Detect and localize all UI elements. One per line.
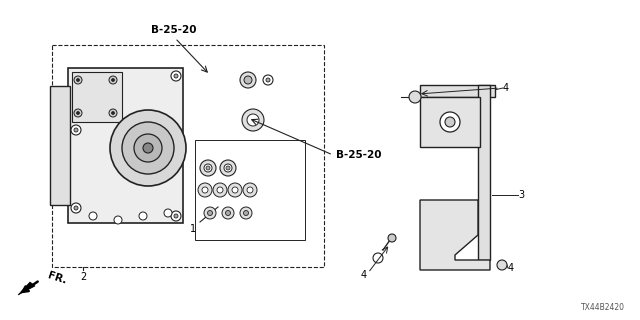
Circle shape (247, 187, 253, 193)
Circle shape (134, 134, 162, 162)
Circle shape (74, 109, 82, 117)
Circle shape (373, 253, 383, 263)
Circle shape (198, 183, 212, 197)
Text: 4: 4 (508, 263, 514, 273)
Circle shape (77, 111, 79, 115)
Circle shape (409, 91, 421, 103)
Circle shape (110, 110, 186, 186)
Text: 4: 4 (361, 270, 367, 280)
Circle shape (139, 212, 147, 220)
Circle shape (226, 166, 230, 170)
Bar (68, 68, 183, 223)
Circle shape (266, 78, 270, 82)
Circle shape (207, 211, 212, 215)
Bar (50, 86, 70, 205)
Circle shape (440, 112, 460, 132)
Circle shape (171, 211, 181, 221)
Circle shape (388, 234, 396, 242)
Circle shape (74, 76, 82, 84)
Circle shape (228, 183, 242, 197)
Circle shape (109, 76, 117, 84)
Circle shape (232, 187, 238, 193)
Circle shape (243, 211, 248, 215)
Circle shape (220, 160, 236, 176)
Circle shape (71, 203, 81, 213)
Circle shape (77, 78, 79, 82)
Circle shape (242, 109, 264, 131)
Circle shape (213, 183, 227, 197)
Text: B-25-20: B-25-20 (151, 25, 196, 35)
Circle shape (445, 117, 455, 127)
Circle shape (114, 216, 122, 224)
Circle shape (74, 128, 78, 132)
Circle shape (111, 111, 115, 115)
Circle shape (240, 207, 252, 219)
Text: FR.: FR. (46, 270, 67, 286)
Circle shape (263, 75, 273, 85)
Circle shape (240, 72, 256, 88)
Bar (420, 85, 495, 97)
Circle shape (74, 206, 78, 210)
Circle shape (243, 183, 257, 197)
Bar (52, 45, 324, 267)
Circle shape (244, 76, 252, 84)
Circle shape (174, 74, 178, 78)
Polygon shape (18, 282, 35, 295)
Circle shape (109, 109, 117, 117)
Circle shape (71, 125, 81, 135)
Bar (478, 85, 490, 260)
Text: TX44B2420: TX44B2420 (581, 303, 625, 312)
Circle shape (206, 166, 210, 170)
Bar (195, 140, 305, 240)
Text: 4: 4 (503, 83, 509, 93)
Circle shape (111, 78, 115, 82)
Circle shape (122, 122, 174, 174)
Bar (420, 97, 480, 147)
Circle shape (225, 211, 230, 215)
Circle shape (164, 209, 172, 217)
Circle shape (497, 260, 507, 270)
Text: 2: 2 (80, 272, 86, 282)
Text: 1: 1 (190, 224, 196, 234)
Text: 3: 3 (518, 190, 524, 200)
Circle shape (204, 207, 216, 219)
Text: B-25-20: B-25-20 (336, 150, 381, 160)
Circle shape (224, 164, 232, 172)
Polygon shape (420, 200, 490, 270)
Circle shape (143, 143, 153, 153)
Circle shape (247, 114, 259, 126)
Circle shape (222, 207, 234, 219)
Circle shape (89, 212, 97, 220)
Circle shape (171, 71, 181, 81)
Circle shape (174, 214, 178, 218)
Circle shape (202, 187, 208, 193)
Circle shape (217, 187, 223, 193)
Circle shape (204, 164, 212, 172)
Bar (72, 72, 122, 122)
Circle shape (200, 160, 216, 176)
